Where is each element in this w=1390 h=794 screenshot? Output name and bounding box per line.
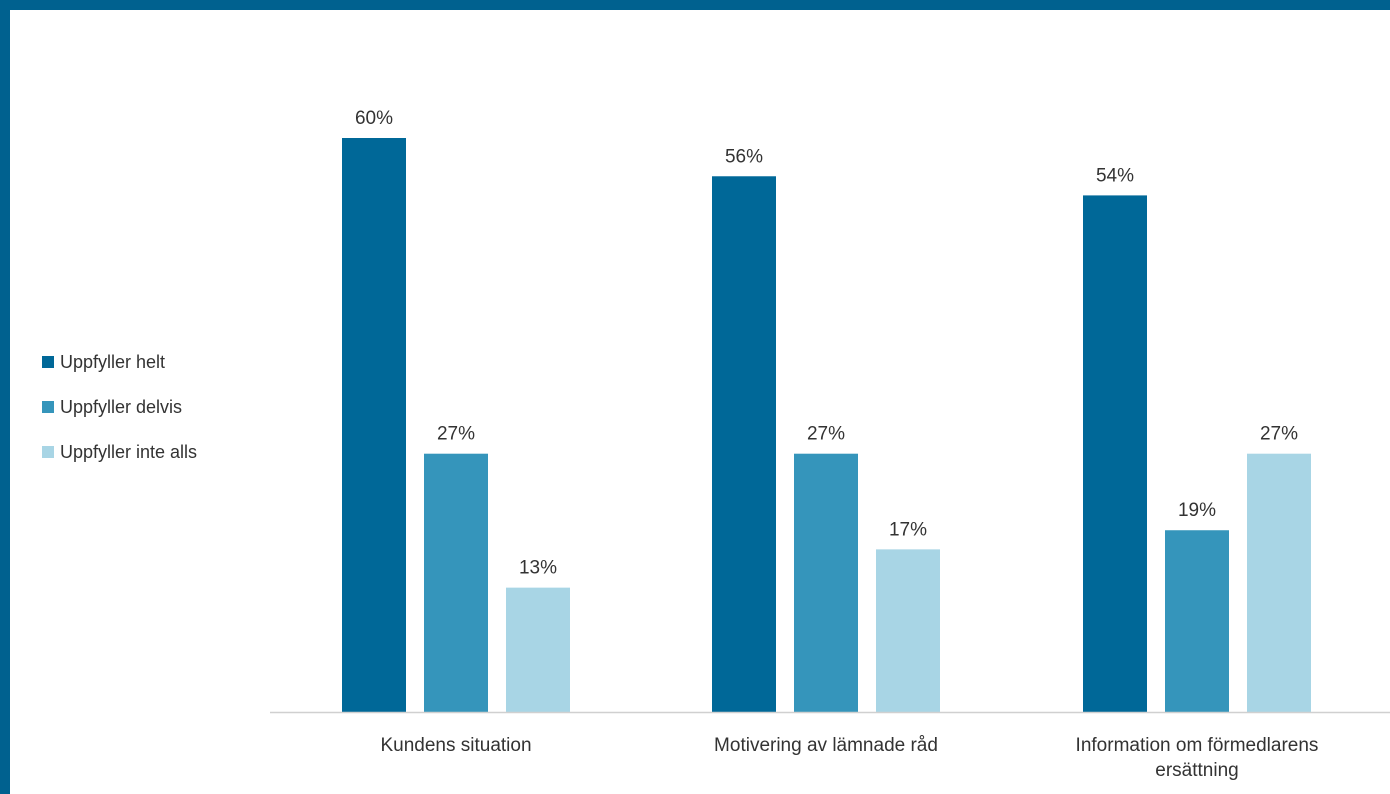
bar-uppfyller-delvis-kundens-situation [424,453,488,712]
data-label-uppfyller-delvis-information-om-formedlarens-ersattning: 19% [1178,500,1216,521]
legend: Uppfyller helt Uppfyller delvis Uppfylle… [42,350,197,485]
category-label-kundens-situation: Kundens situation [380,735,531,756]
legend-item-uppfyller-inte-alls: Uppfyller inte alls [42,440,197,464]
bar-uppfyller-delvis-motivering-av-lamnade-rad [794,453,858,712]
bar-uppfyller-inte-alls-kundens-situation [506,587,570,712]
data-label-uppfyller-inte-alls-information-om-formedlarens-ersattning: 27% [1260,424,1298,445]
bar-uppfyller-inte-alls-information-om-formedlarens-ersattning [1247,453,1311,712]
legend-swatch-uppfyller-helt [42,356,54,368]
legend-label-uppfyller-inte-alls: Uppfyller inte alls [60,441,198,462]
bar-uppfyller-delvis-information-om-formedlarens-ersattning [1165,530,1229,712]
bar-uppfyller-inte-alls-motivering-av-lamnade-rad [876,549,940,712]
category-label-information-om-formedlarens-ersattning: Information om förmedlarens ersättning [1076,735,1319,781]
legend-swatch-uppfyller-delvis [42,401,54,413]
data-label-uppfyller-delvis-motivering-av-lamnade-rad: 27% [807,424,845,445]
legend-item-uppfyller-helt: Uppfyller helt [42,350,197,374]
data-label-uppfyller-inte-alls-kundens-situation: 13% [519,558,557,579]
data-label-uppfyller-inte-alls-motivering-av-lamnade-rad: 17% [889,519,927,540]
data-label-uppfyller-helt-information-om-formedlarens-ersattning: 54% [1096,165,1134,186]
legend-swatch-uppfyller-inte-alls [42,446,54,458]
data-label-uppfyller-delvis-kundens-situation: 27% [437,424,475,445]
legend-label-uppfyller-delvis: Uppfyller delvis [60,396,183,417]
category-label-motivering-av-lamnade-rad: Motivering av lämnade råd [714,735,938,756]
bar-uppfyller-helt-kundens-situation [342,138,406,712]
bar-uppfyller-helt-motivering-av-lamnade-rad [712,176,776,712]
legend-label-uppfyller-helt: Uppfyller helt [60,351,166,372]
data-label-uppfyller-helt-motivering-av-lamnade-rad: 56% [725,146,763,167]
bar-uppfyller-helt-information-om-formedlarens-ersattning [1083,195,1147,712]
legend-item-uppfyller-delvis: Uppfyller delvis [42,395,197,419]
data-label-uppfyller-helt-kundens-situation: 60% [355,108,393,129]
